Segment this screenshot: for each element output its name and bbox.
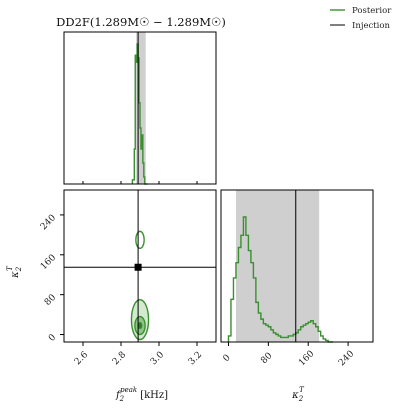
x-kappa-tick-label: 0 [221,353,232,364]
credible-interval-band [235,190,320,342]
contour-inner [137,321,143,330]
legend-label-posterior: Posterior [352,6,392,16]
x-axis-label-kappa: κ2T [291,386,305,403]
x-f2peak-tick-label: 2.6 [73,350,90,367]
legend-label-injection: Injection [352,21,391,31]
x-f2peak-tick-label: 3.0 [149,350,166,367]
y-kappa-tick-label: 240 [39,213,58,232]
posterior-histogram [227,216,334,343]
legend: Posterior Injection [330,6,392,31]
y-kappa-tick-label: 0 [47,332,58,343]
y-kappa-tick-label: 160 [39,253,58,272]
x-axis-label-f2peak: f2peak [kHz] [115,386,168,403]
panel-frame [63,189,217,343]
injection-marker [134,263,142,271]
marginal-f2peak-panel [63,31,217,185]
panel-frame [63,31,217,185]
y-kappa-tick-label: 80 [43,293,58,308]
chart-title: DD2F(1.289M☉ − 1.289M☉) [56,15,226,29]
panel-frame [220,189,374,343]
credible-interval-band [136,32,146,184]
posterior-histogram [131,43,148,185]
x-kappa-tick-label: 160 [297,349,316,368]
x-f2peak-tick-label: 3.2 [187,350,204,367]
x-kappa-tick-label: 240 [337,349,356,368]
x-kappa-tick-label: 80 [259,351,274,366]
y-axis-label-kappa: κ2T [6,265,23,279]
joint-panel: 2.6 2.8 3.0 3.2 0 80 160 240 [39,189,217,367]
contour-outer-upper [135,230,145,250]
marginal-kappa-panel: 0 80 160 240 [220,189,374,368]
x-f2peak-tick-label: 2.8 [111,350,128,367]
